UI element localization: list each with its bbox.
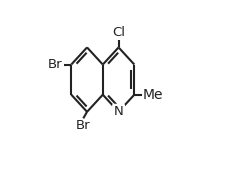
Text: N: N xyxy=(113,105,123,118)
Text: Br: Br xyxy=(75,119,90,132)
Text: Cl: Cl xyxy=(112,26,124,39)
Text: Me: Me xyxy=(142,88,163,102)
Text: Br: Br xyxy=(48,58,62,71)
